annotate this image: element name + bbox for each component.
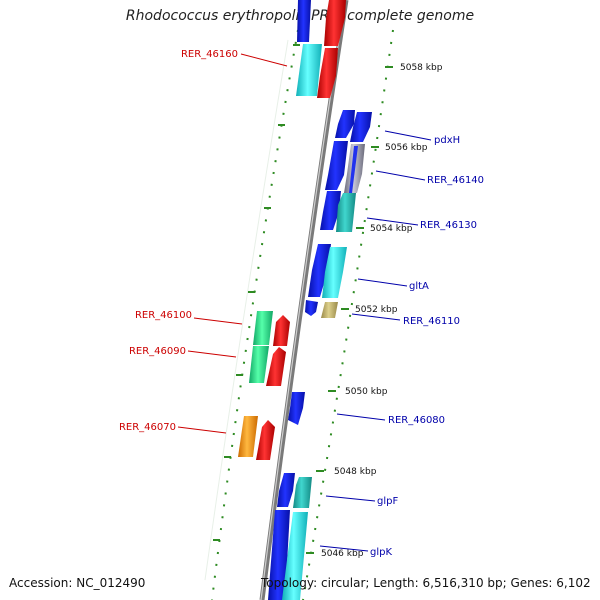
gene-RER_46070-feature[interactable] <box>238 416 275 460</box>
gene-RER_46110-feature[interactable] <box>305 300 338 318</box>
gene-label-RER_46140[interactable]: RER_46140 <box>427 175 484 186</box>
gene-block-top-right[interactable] <box>297 0 346 46</box>
scale-label-5058: 5058 kbp <box>400 63 443 73</box>
gene-label-RER_46130[interactable]: RER_46130 <box>420 220 477 231</box>
scale-label-5052: 5052 kbp <box>355 305 398 315</box>
gene-RER_46130-feature[interactable] <box>320 191 356 232</box>
gene-RER_46100-feature[interactable] <box>253 311 290 346</box>
gene-label-RER_46080[interactable]: RER_46080 <box>388 415 445 426</box>
gene-label-glpK[interactable]: glpK <box>370 547 392 558</box>
gene-glpK-feature[interactable] <box>268 510 308 600</box>
gene-label-RER_46110[interactable]: RER_46110 <box>403 316 460 327</box>
gene-label-RER_46100[interactable]: RER_46100 <box>135 310 192 321</box>
inner-guide-ring <box>204 39 289 581</box>
gene-labels-left: RER_46160 RER_46100 RER_46090 RER_46070 <box>119 49 238 433</box>
gene-RER_46160-block[interactable] <box>296 44 338 98</box>
scale-label-5054: 5054 kbp <box>370 224 413 234</box>
gene-label-gltA[interactable]: gltA <box>409 281 429 292</box>
gene-pdxH-feature[interactable] <box>335 110 372 142</box>
gene-RER_46090-feature[interactable] <box>249 346 286 386</box>
accession-label: Accession: NC_012490 <box>9 576 146 590</box>
label-leaders-left <box>177 53 288 434</box>
scale-label-5046: 5046 kbp <box>321 549 364 559</box>
gene-label-RER_46160[interactable]: RER_46160 <box>181 49 238 60</box>
gene-RER_46080-feature[interactable] <box>288 392 305 425</box>
inner-dotted-ring <box>211 29 299 600</box>
scale-label-5050: 5050 kbp <box>345 387 388 397</box>
gene-glpF-feature[interactable] <box>277 473 312 508</box>
gene-gltA-feature[interactable] <box>308 244 347 298</box>
minor-ticks-left <box>213 44 300 541</box>
gene-label-pdxH[interactable]: pdxH <box>434 135 460 146</box>
label-leaders-right <box>319 130 432 552</box>
gene-RER_46140-feature[interactable] <box>325 141 365 193</box>
gene-label-RER_46070[interactable]: RER_46070 <box>119 422 176 433</box>
gene-labels-right: pdxH RER_46140 RER_46130 gltA RER_46110 … <box>370 135 484 558</box>
gene-label-RER_46090[interactable]: RER_46090 <box>129 346 186 357</box>
scale-label-5048: 5048 kbp <box>334 467 377 477</box>
gene-label-glpF[interactable]: glpF <box>377 496 398 507</box>
scale-label-5056: 5056 kbp <box>385 143 428 153</box>
genome-info-label: Topology: circular; Length: 6,516,310 bp… <box>261 576 591 590</box>
scale-tick-marks <box>306 66 393 554</box>
